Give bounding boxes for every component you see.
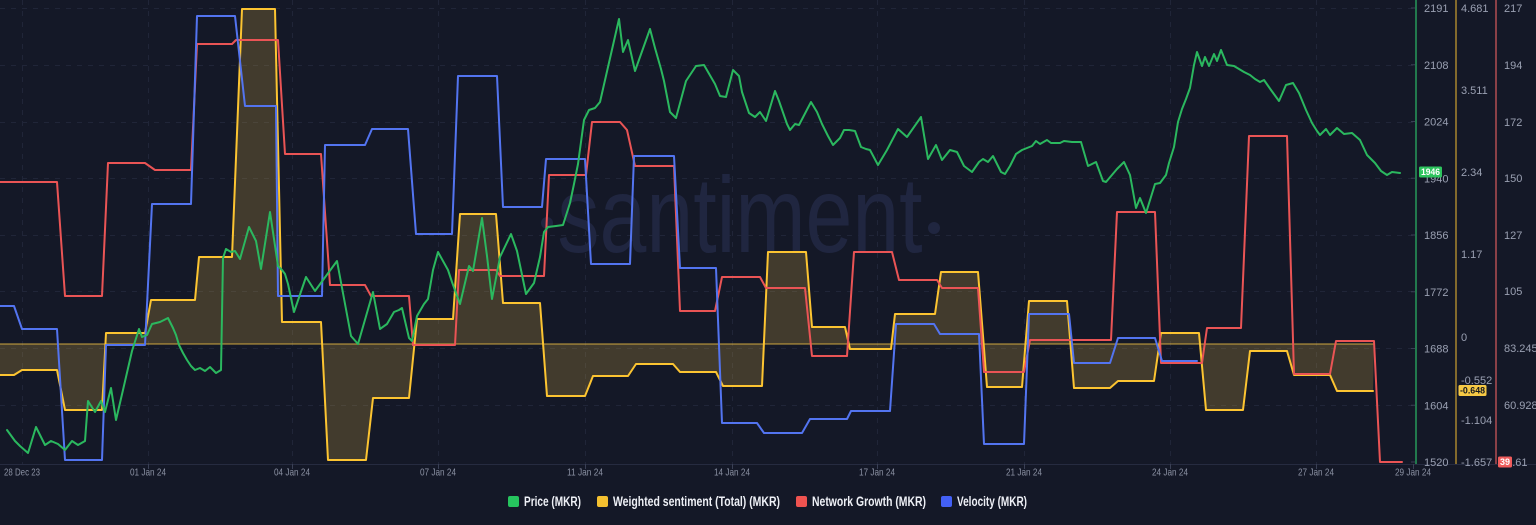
svg-text:27 Jan 24: 27 Jan 24 xyxy=(1298,467,1334,479)
svg-text:-0.648: -0.648 xyxy=(1460,386,1485,397)
svg-text:Weighted sentiment (Total) (MK: Weighted sentiment (Total) (MKR) xyxy=(613,494,780,509)
svg-text:1604: 1604 xyxy=(1424,400,1448,412)
svg-text:28 Dec 23: 28 Dec 23 xyxy=(4,467,40,479)
svg-text:2108: 2108 xyxy=(1424,60,1448,72)
svg-text:1.17: 1.17 xyxy=(1461,249,1482,261)
svg-text:Price (MKR): Price (MKR) xyxy=(524,494,581,509)
svg-text:1946: 1946 xyxy=(1421,167,1440,178)
svg-text:Velocity (MKR): Velocity (MKR) xyxy=(957,494,1027,509)
svg-text:127: 127 xyxy=(1504,230,1522,242)
svg-text:39: 39 xyxy=(1500,457,1510,468)
svg-text:1688: 1688 xyxy=(1424,344,1448,356)
svg-text:83.245: 83.245 xyxy=(1504,343,1536,355)
svg-text:150: 150 xyxy=(1504,173,1522,185)
svg-text:21 Jan 24: 21 Jan 24 xyxy=(1006,467,1042,479)
svg-text:17 Jan 24: 17 Jan 24 xyxy=(859,467,895,479)
svg-text:1856: 1856 xyxy=(1424,230,1448,242)
svg-text:172: 172 xyxy=(1504,117,1522,129)
svg-text:24 Jan 24: 24 Jan 24 xyxy=(1152,467,1188,479)
svg-text:2191: 2191 xyxy=(1424,3,1448,15)
svg-text:11 Jan 24: 11 Jan 24 xyxy=(567,467,603,479)
svg-text:3.511: 3.511 xyxy=(1461,85,1488,97)
svg-text:2024: 2024 xyxy=(1424,117,1448,129)
svg-text:194: 194 xyxy=(1504,60,1522,72)
svg-text:2.34: 2.34 xyxy=(1461,167,1482,179)
svg-text:04 Jan 24: 04 Jan 24 xyxy=(274,467,310,479)
svg-text:01 Jan 24: 01 Jan 24 xyxy=(130,467,166,479)
svg-text:-1.104: -1.104 xyxy=(1461,415,1492,427)
svg-text:Network Growth (MKR): Network Growth (MKR) xyxy=(812,494,926,509)
svg-text:217: 217 xyxy=(1504,3,1522,15)
svg-text:29 Jan 24: 29 Jan 24 xyxy=(1395,467,1431,479)
svg-text:105: 105 xyxy=(1504,286,1522,298)
svg-text:07 Jan 24: 07 Jan 24 xyxy=(420,467,456,479)
svg-text:0: 0 xyxy=(1461,332,1467,344)
svg-text:1772: 1772 xyxy=(1424,287,1448,299)
svg-text:santiment: santiment xyxy=(557,154,922,276)
svg-text:14 Jan 24: 14 Jan 24 xyxy=(714,467,750,479)
svg-text:60.928: 60.928 xyxy=(1504,400,1536,412)
svg-text:1520: 1520 xyxy=(1424,457,1448,469)
svg-text:4.681: 4.681 xyxy=(1461,3,1489,15)
svg-text:-1.657: -1.657 xyxy=(1461,457,1492,469)
svg-text:-0.552: -0.552 xyxy=(1461,375,1492,387)
